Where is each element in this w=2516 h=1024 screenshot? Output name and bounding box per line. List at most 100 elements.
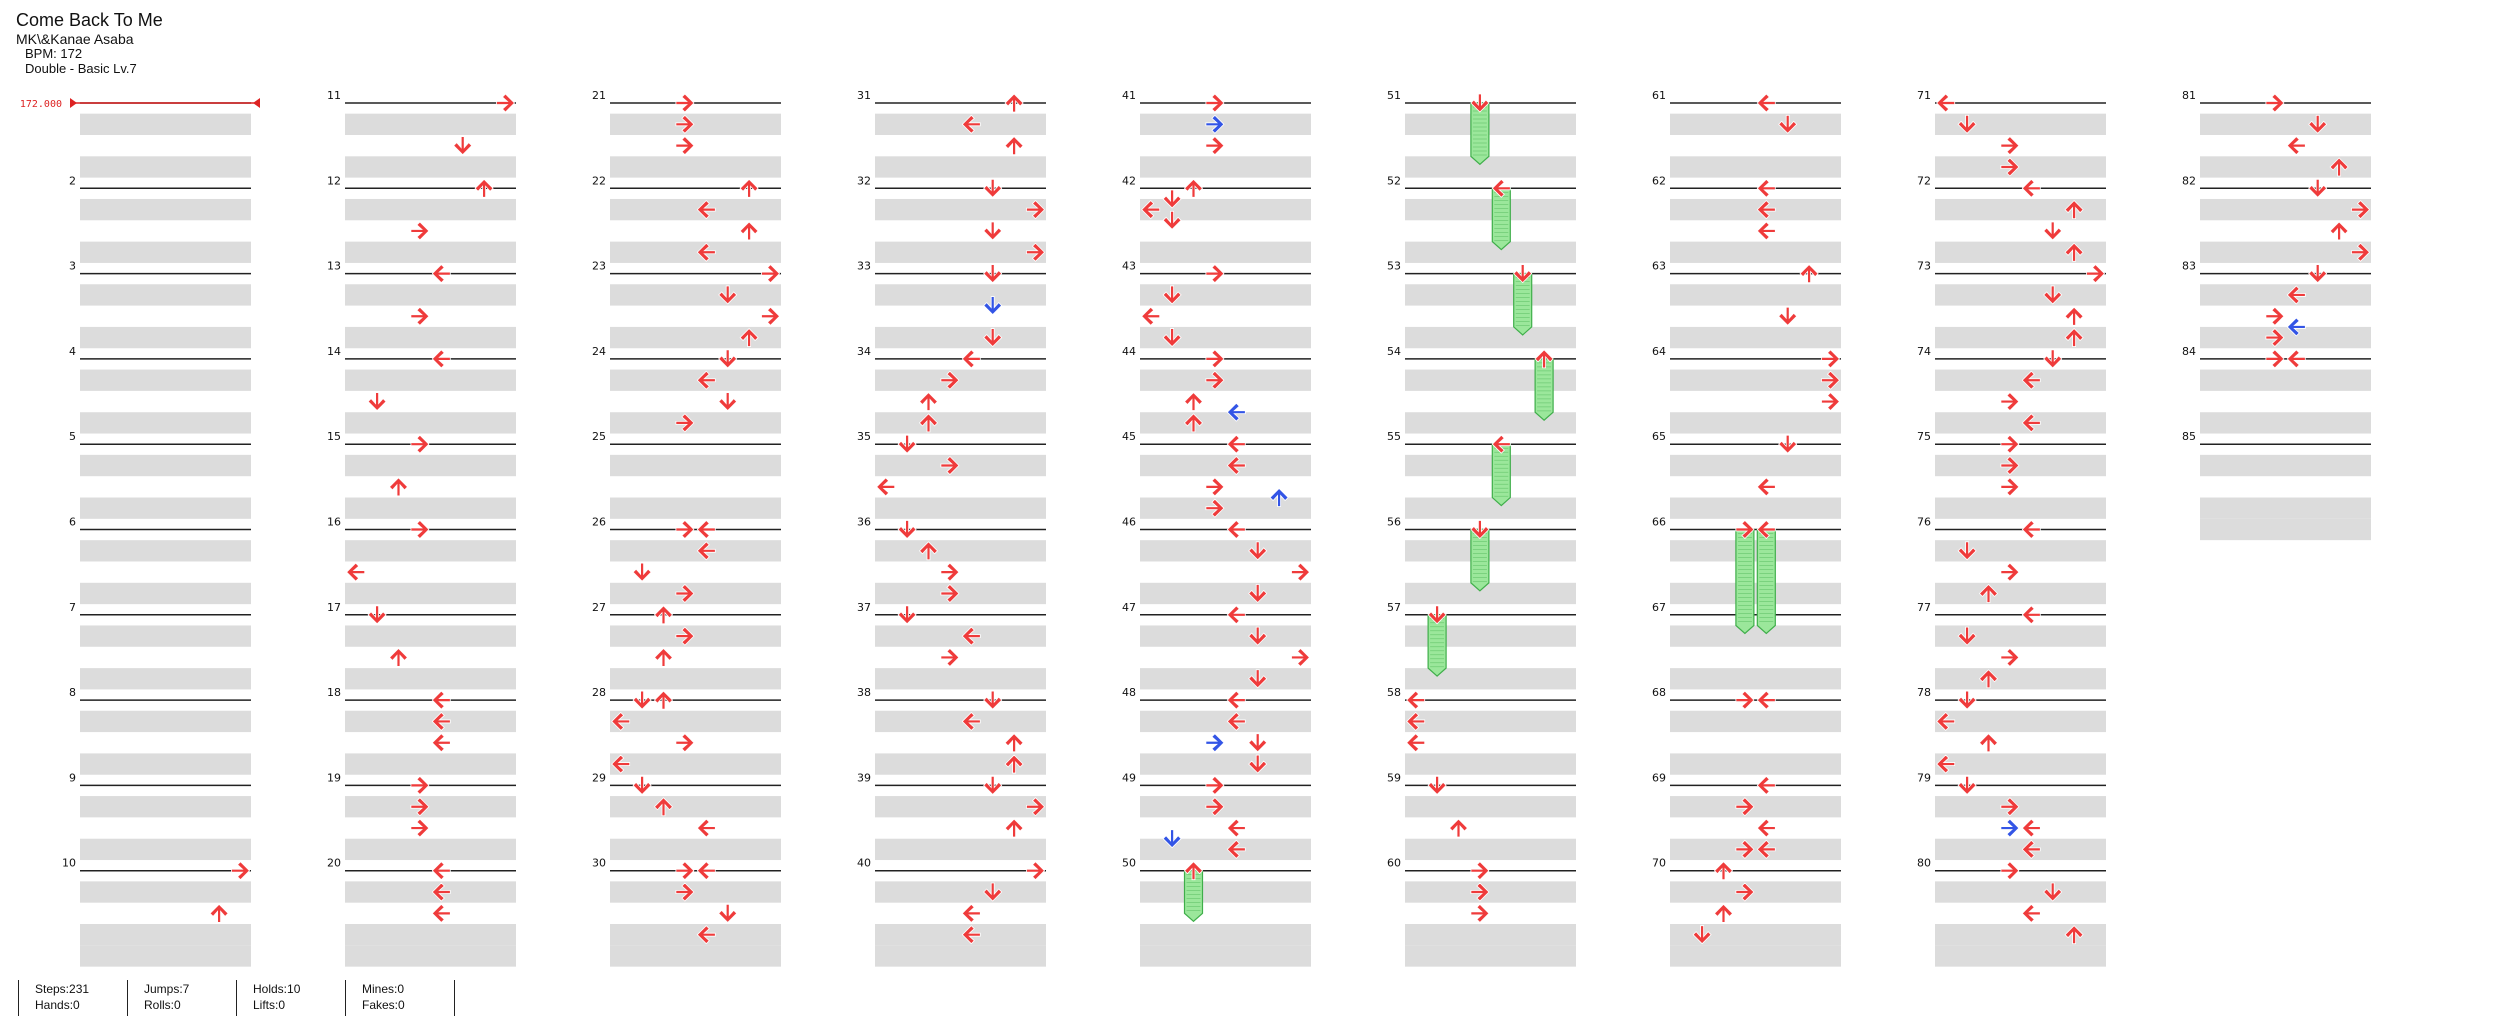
arrow-shape bbox=[675, 626, 695, 646]
measure-number: 13 bbox=[327, 260, 341, 273]
arrow-up-icon bbox=[1448, 818, 1469, 838]
beat-band bbox=[1405, 540, 1576, 562]
arrow-left-icon bbox=[1226, 711, 1246, 731]
arrow-right-icon bbox=[675, 882, 695, 902]
arrow-shape bbox=[1735, 882, 1755, 902]
arrow-left-icon bbox=[1756, 775, 1776, 795]
arrow-left-icon bbox=[1756, 690, 1776, 710]
arrow-left-icon bbox=[431, 903, 451, 923]
beat-band bbox=[610, 497, 781, 519]
arrow-right-icon bbox=[1291, 647, 1311, 668]
beat-band bbox=[80, 284, 251, 306]
beat-band bbox=[80, 710, 251, 733]
beat-band bbox=[1405, 113, 1576, 135]
arrow-shape bbox=[1205, 775, 1225, 795]
arrow-shape bbox=[1470, 882, 1490, 902]
beat-band bbox=[610, 454, 781, 477]
beat-band bbox=[1405, 924, 1576, 946]
arrow-shape bbox=[961, 626, 981, 646]
arrow-right-icon bbox=[675, 626, 695, 646]
arrow-shape bbox=[2000, 861, 2020, 881]
arrow-shape bbox=[1978, 733, 1999, 753]
stats-bar: Steps:231 Hands:0 Jumps:7 Rolls:0 Holds:… bbox=[18, 980, 455, 1016]
arrow-up-icon bbox=[1004, 754, 1024, 774]
beat-band bbox=[1670, 796, 1841, 818]
beat-band bbox=[2200, 326, 2371, 349]
measure-number: 59 bbox=[1387, 771, 1401, 784]
arrow-shape bbox=[2265, 328, 2285, 348]
arrow-shape bbox=[2351, 200, 2371, 220]
arrow-shape bbox=[453, 136, 473, 156]
arrow-shape bbox=[653, 797, 674, 817]
arrow-shape bbox=[1205, 349, 1225, 369]
measure-number: 55 bbox=[1387, 430, 1401, 443]
arrow-shape bbox=[431, 903, 451, 923]
arrow-left-icon bbox=[876, 477, 896, 497]
arrow-shape bbox=[675, 136, 695, 156]
arrow-shape bbox=[431, 690, 451, 710]
arrow-up-icon bbox=[388, 647, 409, 667]
measure-number: 4 bbox=[69, 345, 76, 358]
arrow-shape bbox=[1513, 264, 1533, 284]
arrow-down-icon bbox=[1957, 114, 1977, 134]
beat-band bbox=[610, 540, 781, 562]
beat-band bbox=[1405, 881, 1576, 903]
arrow-shape bbox=[1470, 520, 1490, 540]
measure-number: 65 bbox=[1652, 430, 1666, 443]
arrow-right-icon bbox=[2000, 861, 2020, 881]
arrow-left-icon bbox=[1406, 690, 1426, 710]
arrow-left-icon bbox=[431, 349, 451, 369]
measure-number: 60 bbox=[1387, 857, 1401, 870]
arrow-shape bbox=[897, 605, 917, 625]
beat-band bbox=[875, 412, 1046, 434]
bpm-tick-right bbox=[253, 98, 260, 108]
measure-number: 69 bbox=[1652, 771, 1666, 784]
arrow-shape bbox=[1470, 903, 1490, 923]
arrow-shape bbox=[1226, 605, 1246, 625]
measure-number: 36 bbox=[857, 516, 871, 529]
beat-band bbox=[1670, 924, 1841, 946]
beat-band bbox=[1140, 945, 1311, 967]
arrow-shape bbox=[1205, 797, 1225, 817]
arrow-shape bbox=[1004, 93, 1024, 113]
measure-number: 27 bbox=[592, 601, 606, 614]
beat-band bbox=[1935, 369, 2106, 391]
arrow-shape bbox=[1448, 818, 1469, 838]
measure-number: 11 bbox=[327, 89, 341, 102]
arrow-shape bbox=[1756, 839, 1776, 859]
arrow-shape bbox=[918, 413, 939, 433]
beat-band bbox=[1935, 625, 2106, 647]
beat-band bbox=[345, 582, 516, 605]
arrow-shape bbox=[696, 818, 716, 838]
arrow-shape bbox=[983, 328, 1003, 348]
arrow-left-icon bbox=[696, 541, 716, 561]
arrow-shape bbox=[2021, 178, 2041, 198]
arrow-shape bbox=[1004, 754, 1024, 774]
arrow-left-icon bbox=[2021, 178, 2041, 198]
arrow-shape bbox=[410, 434, 430, 454]
arrow-right-icon bbox=[1205, 477, 1225, 497]
arrow-shape bbox=[2043, 221, 2063, 241]
arrow-down-icon bbox=[983, 221, 1003, 241]
arrow-shape bbox=[2351, 242, 2371, 262]
measure-number: 80 bbox=[1917, 857, 1931, 870]
beat-band bbox=[80, 412, 251, 434]
measure-number: 8 bbox=[69, 686, 76, 699]
beat-band bbox=[1140, 241, 1311, 263]
beat-band bbox=[1670, 284, 1841, 306]
arrow-left-icon bbox=[961, 925, 981, 945]
arrow-shape bbox=[940, 455, 960, 476]
beat-band bbox=[875, 198, 1046, 221]
arrow-left-icon bbox=[1226, 839, 1246, 859]
arrow-down-icon bbox=[897, 434, 917, 454]
beat-band bbox=[345, 454, 516, 477]
arrow-right-icon bbox=[940, 455, 960, 476]
beat-band bbox=[875, 540, 1046, 562]
beat-band bbox=[1140, 796, 1311, 818]
arrow-left-icon bbox=[611, 711, 631, 731]
arrow-shape bbox=[675, 583, 695, 604]
arrow-down-icon bbox=[1248, 754, 1268, 774]
measure-number: 61 bbox=[1652, 89, 1666, 102]
arrow-shape bbox=[1735, 797, 1755, 817]
arrow-left-icon bbox=[696, 370, 716, 390]
